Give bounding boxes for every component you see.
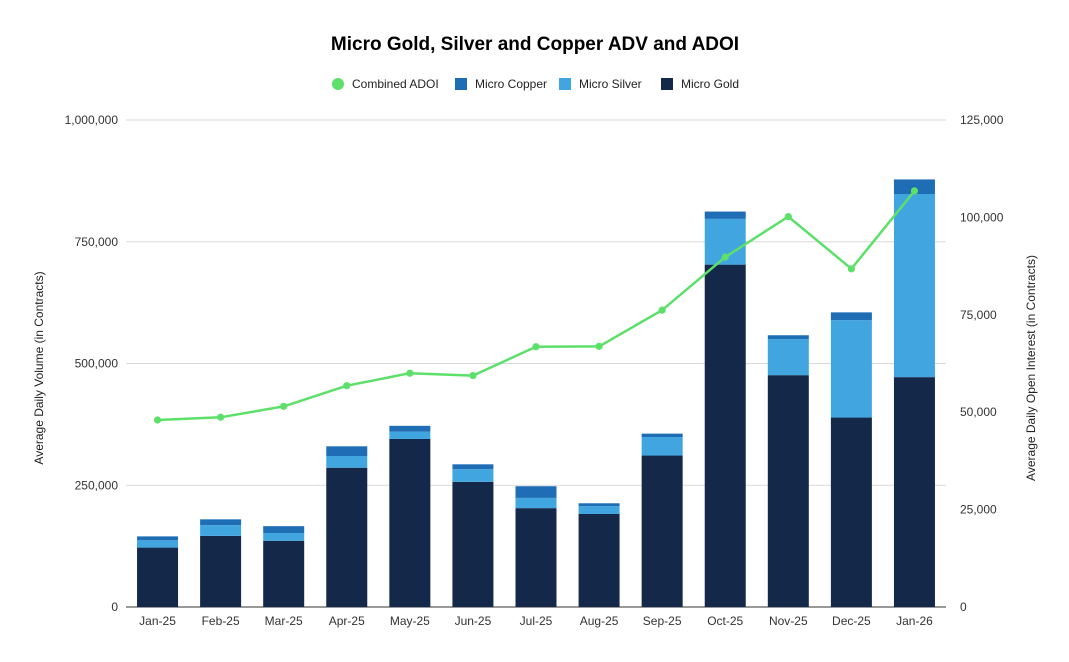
bar-micro-silver [641, 437, 683, 456]
bar-micro-gold [893, 377, 935, 607]
x-tick-label: Feb-25 [202, 614, 240, 628]
legend-label-micro-gold: Micro Gold [681, 77, 739, 91]
y-left-tick-label: 1,000,000 [65, 113, 119, 127]
y-right-tick-label: 100,000 [960, 210, 1004, 224]
bar-micro-copper [389, 425, 431, 432]
bar-micro-silver [389, 431, 431, 439]
y-axis-right-label: Average Daily Open Interest (in Contract… [1024, 255, 1038, 481]
x-tick-label: Oct-25 [707, 614, 743, 628]
bar-micro-silver [137, 540, 179, 548]
bar-micro-gold [389, 438, 431, 607]
point-combined-adoi [532, 343, 540, 351]
line-series-group [153, 187, 919, 424]
y-axis-right-ticks: 0 25,000 50,000 75,000 100,000 125,000 [960, 113, 1004, 614]
bar-micro-gold [578, 513, 620, 607]
point-combined-adoi [784, 213, 792, 221]
bar-micro-copper [578, 503, 620, 507]
point-combined-adoi [721, 253, 729, 261]
bar-micro-gold [641, 455, 683, 607]
bar-micro-gold [704, 264, 746, 607]
bar-micro-silver [515, 497, 557, 509]
legend-label-combined-adoi: Combined ADOI [352, 77, 439, 91]
legend-marker-combined-adoi [332, 78, 344, 90]
y-right-tick-label: 75,000 [960, 308, 997, 322]
legend-label-micro-silver: Micro Silver [579, 77, 642, 91]
point-combined-adoi [910, 187, 919, 195]
bar-micro-gold [452, 481, 494, 607]
point-combined-adoi [595, 342, 603, 350]
bar-micro-gold [263, 540, 305, 607]
bar-micro-gold [767, 375, 809, 607]
point-combined-adoi [658, 306, 666, 314]
bar-micro-gold [830, 417, 872, 607]
y-left-tick-label: 750,000 [75, 235, 119, 249]
x-axis-ticks: Jan-25 Feb-25 Mar-25 Apr-25 May-25 Jun-25 Jul-… [139, 614, 933, 628]
bar-micro-silver [578, 506, 620, 514]
gridlines [126, 119, 946, 608]
x-tick-label: Sep-25 [643, 614, 682, 628]
bar-series-group [137, 179, 935, 607]
x-tick-label: May-25 [390, 614, 430, 628]
bar-micro-copper [515, 486, 557, 498]
legend-label-micro-copper: Micro Copper [475, 77, 547, 91]
bar-micro-silver [200, 525, 242, 536]
y-right-tick-label: 0 [960, 600, 967, 614]
legend-marker-micro-gold [661, 78, 673, 90]
bar-micro-silver [767, 339, 809, 376]
chart-legend: Combined ADOI Micro Copper Micro Silver Mic… [332, 77, 739, 91]
bar-micro-copper [452, 464, 494, 470]
bar-micro-copper [767, 335, 809, 340]
bar-micro-copper [137, 536, 179, 541]
legend-marker-micro-copper [455, 78, 467, 90]
bar-micro-copper [893, 179, 935, 195]
y-axis-left-ticks: 0 250,000 500,000 750,000 1,000,000 [65, 113, 119, 614]
bar-micro-gold [200, 535, 242, 607]
y-axis-left-label: Average Daily Volume (in Contracts) [32, 271, 46, 464]
y-right-tick-label: 125,000 [960, 113, 1004, 127]
bar-micro-copper [641, 433, 683, 438]
bar-micro-silver [830, 320, 872, 418]
point-combined-adoi [217, 413, 225, 421]
bar-micro-gold [326, 467, 368, 607]
x-tick-label: Jun-25 [455, 614, 492, 628]
y-left-tick-label: 500,000 [75, 357, 119, 371]
bar-micro-silver [326, 456, 368, 468]
point-combined-adoi [343, 382, 351, 390]
x-tick-label: Jan-25 [139, 614, 176, 628]
y-left-tick-label: 250,000 [75, 478, 119, 492]
x-tick-label: Aug-25 [580, 614, 619, 628]
point-combined-adoi [280, 402, 288, 410]
x-tick-label: Jan-26 [896, 614, 933, 628]
x-tick-label: Nov-25 [769, 614, 808, 628]
y-right-tick-label: 25,000 [960, 503, 997, 517]
x-tick-label: Apr-25 [329, 614, 365, 628]
bar-micro-copper [200, 519, 242, 526]
y-left-tick-label: 0 [111, 600, 118, 614]
bar-micro-gold [137, 547, 179, 607]
point-combined-adoi [406, 369, 414, 377]
bar-micro-silver [893, 194, 935, 378]
legend-marker-micro-silver [559, 78, 571, 90]
y-right-tick-label: 50,000 [960, 405, 997, 419]
point-combined-adoi [847, 265, 855, 273]
chart-title: Micro Gold, Silver and Copper ADV and AD… [331, 34, 739, 55]
x-tick-label: Jul-25 [520, 614, 553, 628]
bar-micro-copper [830, 312, 872, 321]
bar-micro-copper [263, 526, 305, 533]
x-tick-label: Mar-25 [265, 614, 303, 628]
bar-micro-silver [452, 469, 494, 482]
bar-micro-gold [515, 508, 557, 607]
bar-micro-copper [704, 211, 746, 219]
bar-micro-silver [263, 532, 305, 541]
bar-micro-copper [326, 446, 368, 457]
point-combined-adoi [469, 371, 477, 380]
x-tick-label: Dec-25 [832, 614, 871, 628]
point-combined-adoi [153, 416, 162, 424]
